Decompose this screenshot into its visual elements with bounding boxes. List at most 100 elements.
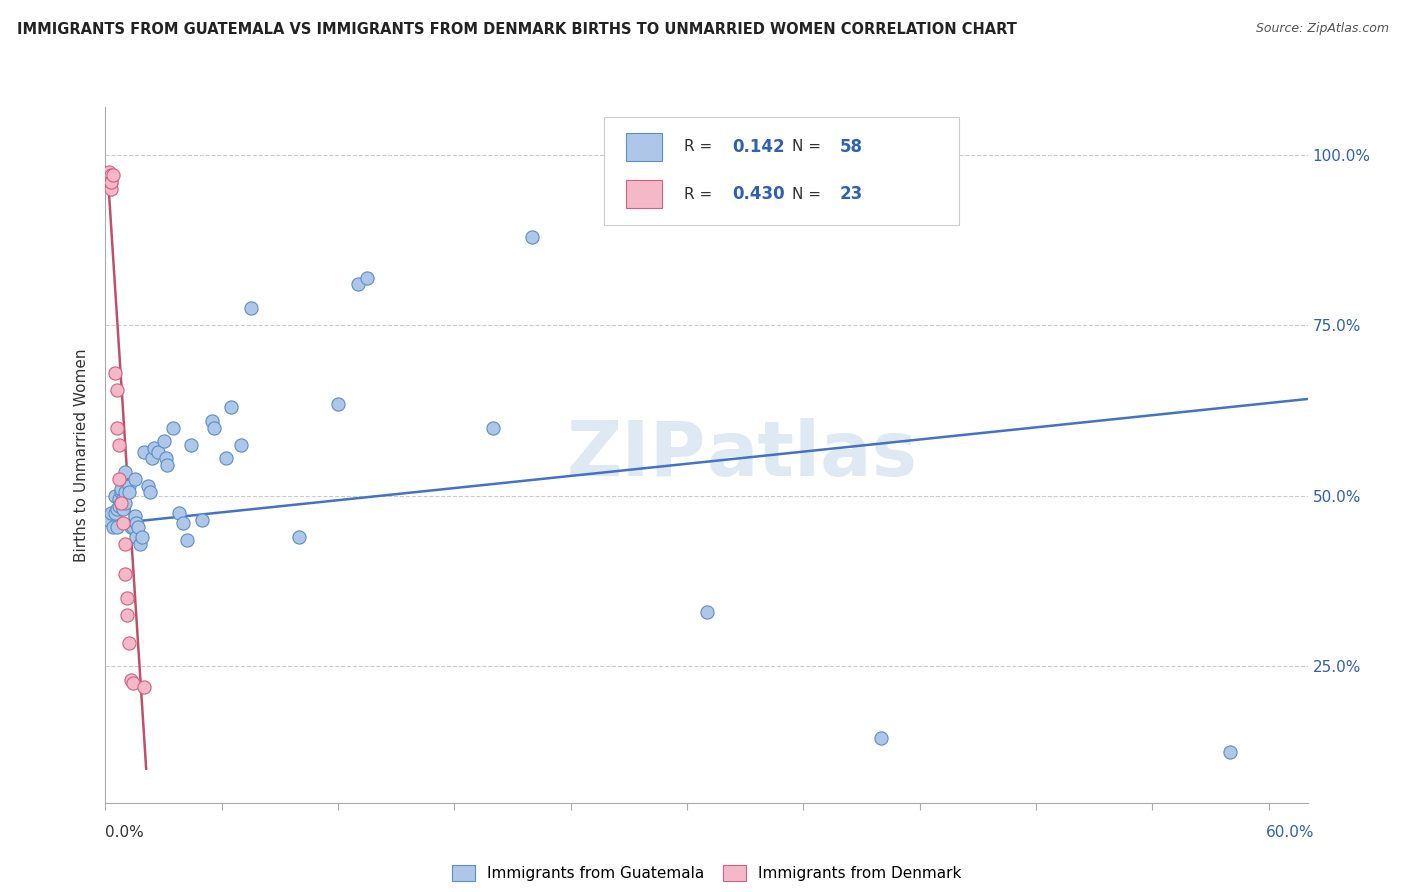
Point bbox=[98, 171, 121, 186]
Point bbox=[129, 536, 152, 550]
Point bbox=[111, 492, 134, 507]
Point bbox=[110, 496, 132, 510]
Point bbox=[110, 485, 132, 500]
Point bbox=[1219, 745, 1241, 759]
Point bbox=[124, 509, 146, 524]
Point bbox=[176, 533, 198, 548]
Point bbox=[125, 530, 148, 544]
Text: atlas: atlas bbox=[707, 418, 918, 491]
Point bbox=[127, 519, 149, 533]
Point bbox=[100, 175, 122, 189]
Point bbox=[125, 516, 148, 530]
Point bbox=[346, 277, 368, 292]
Point bbox=[100, 168, 122, 182]
FancyBboxPatch shape bbox=[605, 118, 959, 226]
Point bbox=[105, 519, 128, 533]
FancyBboxPatch shape bbox=[626, 133, 662, 161]
Point bbox=[104, 489, 127, 503]
Point bbox=[520, 229, 543, 244]
Y-axis label: Births to Unmarried Women: Births to Unmarried Women bbox=[75, 348, 90, 562]
Text: IMMIGRANTS FROM GUATEMALA VS IMMIGRANTS FROM DENMARK BIRTHS TO UNMARRIED WOMEN C: IMMIGRANTS FROM GUATEMALA VS IMMIGRANTS … bbox=[17, 22, 1017, 37]
Point bbox=[202, 420, 225, 434]
FancyBboxPatch shape bbox=[626, 180, 662, 208]
Point bbox=[482, 420, 505, 434]
Text: ZIP: ZIP bbox=[567, 418, 707, 491]
Text: 60.0%: 60.0% bbox=[1267, 825, 1315, 839]
Point bbox=[114, 485, 136, 500]
Point bbox=[118, 635, 141, 649]
Point bbox=[111, 516, 134, 530]
Point bbox=[114, 465, 136, 479]
Point bbox=[172, 516, 194, 530]
Point bbox=[98, 513, 121, 527]
Point bbox=[118, 478, 141, 492]
Point bbox=[152, 434, 174, 449]
Text: 0.0%: 0.0% bbox=[105, 825, 145, 839]
Point bbox=[356, 270, 378, 285]
Text: 23: 23 bbox=[839, 185, 863, 203]
Point bbox=[239, 301, 262, 316]
Point bbox=[108, 499, 131, 513]
Point bbox=[115, 591, 138, 606]
Point bbox=[201, 414, 224, 428]
Point bbox=[180, 438, 202, 452]
Point bbox=[131, 530, 153, 544]
Point bbox=[167, 506, 190, 520]
Point bbox=[214, 451, 236, 466]
Point bbox=[104, 506, 127, 520]
Point bbox=[114, 536, 136, 550]
Point bbox=[115, 608, 138, 623]
Point bbox=[221, 400, 243, 414]
Point bbox=[288, 530, 311, 544]
Legend: Immigrants from Guatemala, Immigrants from Denmark: Immigrants from Guatemala, Immigrants fr… bbox=[444, 858, 969, 889]
Point bbox=[118, 485, 141, 500]
Text: 58: 58 bbox=[839, 137, 863, 156]
Text: N =: N = bbox=[792, 139, 825, 154]
Point bbox=[108, 472, 131, 486]
Point bbox=[136, 478, 159, 492]
Point bbox=[155, 451, 177, 466]
Point bbox=[111, 502, 134, 516]
Point bbox=[108, 492, 131, 507]
Point bbox=[696, 605, 718, 619]
Point bbox=[103, 168, 125, 182]
Point bbox=[110, 496, 132, 510]
Point bbox=[96, 168, 118, 182]
Point bbox=[156, 458, 179, 472]
Point bbox=[98, 165, 121, 179]
Point bbox=[121, 519, 143, 533]
Text: R =: R = bbox=[683, 139, 717, 154]
Point bbox=[104, 366, 127, 380]
Point bbox=[134, 680, 156, 694]
Point bbox=[146, 444, 169, 458]
Text: 0.142: 0.142 bbox=[731, 137, 785, 156]
Text: Source: ZipAtlas.com: Source: ZipAtlas.com bbox=[1256, 22, 1389, 36]
Text: N =: N = bbox=[792, 186, 825, 202]
Point bbox=[100, 182, 122, 196]
Text: 0.430: 0.430 bbox=[731, 185, 785, 203]
Point bbox=[103, 519, 125, 533]
Point bbox=[114, 567, 136, 582]
Point bbox=[326, 397, 349, 411]
Point bbox=[870, 731, 893, 745]
Point bbox=[100, 506, 122, 520]
Point bbox=[105, 420, 128, 434]
Point bbox=[105, 383, 128, 397]
Point bbox=[142, 441, 165, 455]
Text: R =: R = bbox=[683, 186, 717, 202]
Point bbox=[191, 513, 214, 527]
Point bbox=[139, 485, 162, 500]
Point bbox=[114, 496, 136, 510]
Point bbox=[108, 438, 131, 452]
Point bbox=[141, 451, 163, 466]
Point bbox=[124, 472, 146, 486]
Point bbox=[105, 502, 128, 516]
Point bbox=[100, 175, 122, 189]
Point bbox=[162, 420, 184, 434]
Point bbox=[120, 673, 142, 687]
Point bbox=[121, 676, 143, 690]
Point bbox=[231, 438, 253, 452]
Point bbox=[110, 482, 132, 496]
Point bbox=[134, 444, 156, 458]
Point bbox=[120, 519, 142, 533]
